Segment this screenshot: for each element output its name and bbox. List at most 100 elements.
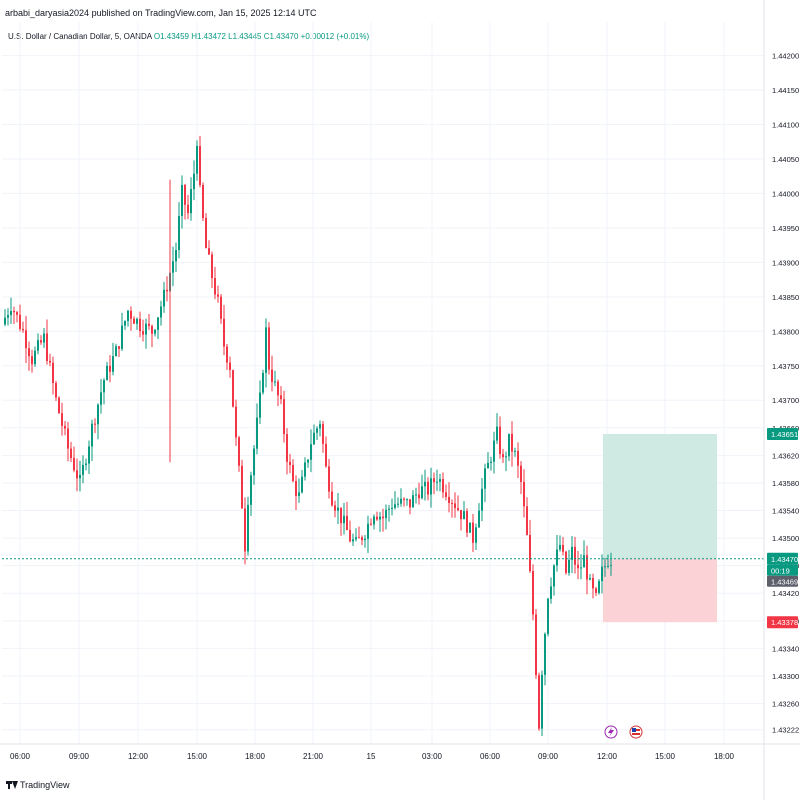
candle-body <box>481 488 483 511</box>
candle-body <box>229 362 231 371</box>
candle-body <box>583 555 585 568</box>
candle-body <box>313 432 315 445</box>
candle-body <box>130 310 132 319</box>
candle-body <box>235 406 237 438</box>
candle-body <box>379 516 381 520</box>
candle-body <box>562 544 564 552</box>
candle-body <box>412 495 414 508</box>
candle-body <box>301 476 303 493</box>
candle-body <box>103 380 105 393</box>
x-tick-label: 06:00 <box>10 752 31 761</box>
candle-body <box>286 434 288 462</box>
candle-body <box>181 184 183 217</box>
candle-body <box>112 356 114 372</box>
candle-body <box>16 312 18 315</box>
candle-body <box>349 529 351 542</box>
candle-body <box>220 296 222 319</box>
candle-body <box>325 443 327 467</box>
y-axis: 1.44200 1.44150 1.44100 1.44050 1.44000 1.439… <box>763 0 799 800</box>
x-tick-label: 06:00 <box>480 752 501 761</box>
candle-body <box>574 546 576 565</box>
x-tick-label: 09:00 <box>538 752 559 761</box>
candle-body <box>355 537 357 540</box>
candle-body <box>556 549 558 566</box>
candle-body <box>445 492 447 497</box>
bid-price-badge <box>767 575 798 587</box>
candle-body <box>268 327 270 370</box>
x-tick-label: 15 <box>367 752 376 761</box>
candle-body <box>70 448 72 458</box>
candle-body <box>22 328 24 331</box>
candle-body <box>109 365 111 372</box>
candle-body <box>238 437 240 466</box>
candle-body <box>364 538 366 541</box>
candle-body <box>451 502 453 504</box>
current-price-badge-label: 1.43470 <box>771 555 798 564</box>
candle-body <box>331 491 333 506</box>
x-tick-label: 03:00 <box>422 752 443 761</box>
candle-body <box>265 327 267 373</box>
x-tick-label: 15:00 <box>655 752 676 761</box>
y-tick-label: 1.43620 <box>772 451 799 460</box>
y-tick-label: 1.43540 <box>772 507 799 516</box>
candle-body <box>283 399 285 435</box>
candle-body <box>322 424 324 444</box>
event-markers[interactable] <box>604 725 643 739</box>
candle-body <box>67 428 69 449</box>
candle-body <box>514 450 516 452</box>
candle-body <box>280 395 282 400</box>
candle-body <box>400 498 402 504</box>
candle-body <box>547 598 549 634</box>
candle-body <box>424 481 426 487</box>
candle-body <box>484 468 486 489</box>
candle-body <box>106 365 108 381</box>
candle-body <box>361 537 363 541</box>
tradingview-logo-icon <box>6 781 18 789</box>
flag-canton <box>632 728 636 732</box>
stop-price-badge <box>767 616 798 629</box>
x-tick-label: 12:00 <box>597 752 618 761</box>
footer: TradingView <box>6 780 70 790</box>
candle-body <box>241 465 243 509</box>
candle-body <box>202 184 204 218</box>
candle-body <box>529 534 531 572</box>
candle-body <box>550 586 552 599</box>
candle-body <box>19 314 21 329</box>
candle-body <box>457 508 459 511</box>
candle-body <box>208 248 210 255</box>
candle-body <box>43 333 45 343</box>
symbol-legend: U.S. Dollar / Canadian Dollar, 5, OANDA … <box>8 32 369 41</box>
candle-body <box>463 511 465 520</box>
candle-body <box>73 457 75 471</box>
countdown-badge <box>767 564 798 576</box>
candle-body <box>79 474 81 479</box>
candle-body <box>526 506 528 535</box>
lightning-icon-glyph <box>608 727 614 737</box>
candle-body <box>160 306 162 318</box>
candle-body <box>370 523 372 525</box>
candle-body <box>427 481 429 495</box>
candle-body <box>118 346 120 349</box>
candle-body <box>85 463 87 465</box>
candle-body <box>388 508 390 510</box>
candle-body <box>151 325 153 334</box>
candle-body <box>277 381 279 396</box>
target-price-badge <box>767 428 798 441</box>
candle-body <box>292 464 294 482</box>
candle-body <box>64 425 66 429</box>
candle-body <box>343 515 345 524</box>
candle-body <box>316 428 318 433</box>
candle-body <box>13 310 15 313</box>
current-price-badge <box>767 552 798 565</box>
x-tick-label: 15:00 <box>187 752 208 761</box>
candle-body <box>580 567 582 569</box>
candle-body <box>490 461 492 463</box>
candle-body <box>421 486 423 499</box>
y-tick-label: 1.43580 <box>772 479 799 488</box>
x-tick-label: 09:00 <box>69 752 90 761</box>
x-tick-label: 12:00 <box>128 752 149 761</box>
candle-body <box>139 318 141 332</box>
y-tick-label: 1.44200 <box>772 52 799 61</box>
y-tick-label: 1.44150 <box>772 86 799 95</box>
